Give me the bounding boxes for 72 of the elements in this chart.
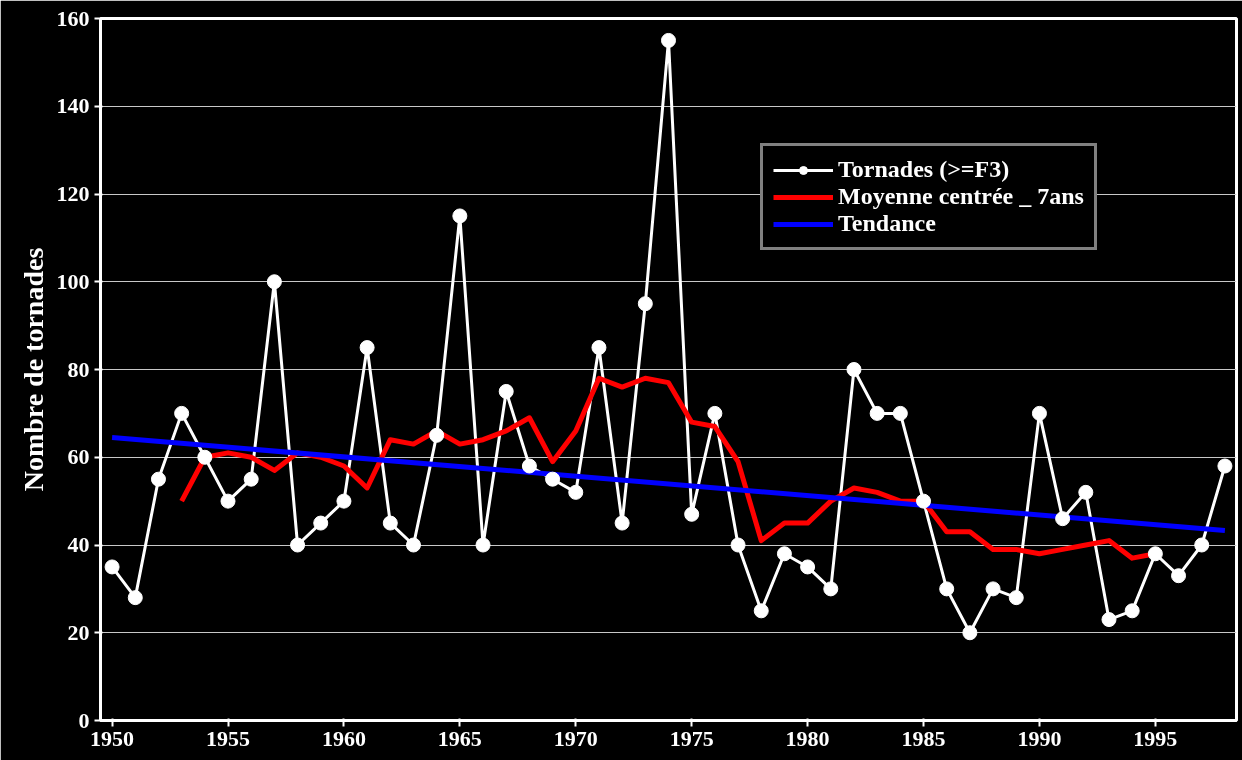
point bbox=[475, 537, 491, 553]
y-axis-title: Nombre de tornades bbox=[17, 247, 49, 492]
x-tick-label: 1965 bbox=[437, 725, 482, 751]
point bbox=[591, 340, 607, 356]
point bbox=[243, 471, 259, 487]
point bbox=[545, 471, 561, 487]
point bbox=[498, 383, 514, 399]
point bbox=[1101, 612, 1117, 628]
point bbox=[429, 427, 445, 443]
legend-label: Tornades (>=F3) bbox=[838, 156, 1010, 183]
point bbox=[127, 590, 143, 606]
point bbox=[776, 546, 792, 562]
x-tick-label: 1960 bbox=[321, 725, 366, 751]
point bbox=[266, 274, 282, 290]
point bbox=[730, 537, 746, 553]
point bbox=[869, 405, 885, 421]
x-tick-label: 1950 bbox=[90, 725, 135, 751]
point bbox=[104, 559, 120, 575]
point bbox=[452, 208, 468, 224]
point bbox=[985, 581, 1001, 597]
point bbox=[1124, 603, 1140, 619]
x-tick-label: 1980 bbox=[785, 725, 830, 751]
point bbox=[614, 515, 630, 531]
point bbox=[684, 506, 700, 522]
y-tick-label: 120 bbox=[56, 181, 90, 206]
point bbox=[916, 493, 932, 509]
point bbox=[1194, 537, 1210, 553]
point bbox=[661, 32, 676, 48]
point bbox=[846, 362, 862, 377]
x-tick-label: 1970 bbox=[553, 725, 598, 751]
point bbox=[1008, 590, 1024, 606]
point bbox=[800, 559, 816, 575]
point bbox=[521, 458, 537, 474]
point bbox=[823, 581, 839, 597]
point bbox=[962, 625, 978, 641]
point bbox=[753, 603, 769, 619]
y-tick-label: 0 bbox=[78, 707, 90, 733]
y-tick-label: 160 bbox=[56, 5, 90, 31]
y-tick-label: 80 bbox=[67, 356, 90, 382]
y-tick-label: 20 bbox=[67, 619, 90, 645]
point bbox=[637, 296, 653, 312]
point bbox=[939, 581, 955, 597]
x-tick-label: 1955 bbox=[206, 725, 251, 751]
point bbox=[1147, 546, 1163, 562]
x-tick-label: 1995 bbox=[1133, 725, 1178, 751]
point bbox=[220, 493, 236, 509]
point bbox=[174, 405, 190, 421]
point bbox=[290, 537, 306, 553]
x-tick-label: 1985 bbox=[901, 725, 946, 751]
point bbox=[359, 340, 375, 356]
point bbox=[707, 405, 723, 421]
point bbox=[1078, 484, 1094, 500]
point bbox=[382, 515, 398, 531]
point bbox=[336, 493, 352, 509]
point bbox=[1217, 458, 1233, 474]
point bbox=[197, 449, 213, 465]
legend-label: Tendance bbox=[838, 210, 936, 237]
y-tick-label: 60 bbox=[67, 444, 90, 470]
legend-label: Moyenne centrée _ 7ans bbox=[838, 183, 1084, 210]
point bbox=[313, 515, 329, 531]
point bbox=[150, 471, 166, 487]
y-tick-label: 40 bbox=[67, 532, 90, 557]
point bbox=[568, 484, 584, 500]
point bbox=[1171, 568, 1187, 584]
y-tick-label: 100 bbox=[56, 268, 90, 294]
point bbox=[892, 405, 908, 421]
point bbox=[405, 537, 421, 553]
point bbox=[1031, 405, 1047, 421]
x-tick-label: 1975 bbox=[669, 725, 714, 751]
y-tick-label: 140 bbox=[56, 93, 90, 119]
point bbox=[1055, 511, 1071, 527]
x-tick-label: 1990 bbox=[1017, 725, 1062, 751]
